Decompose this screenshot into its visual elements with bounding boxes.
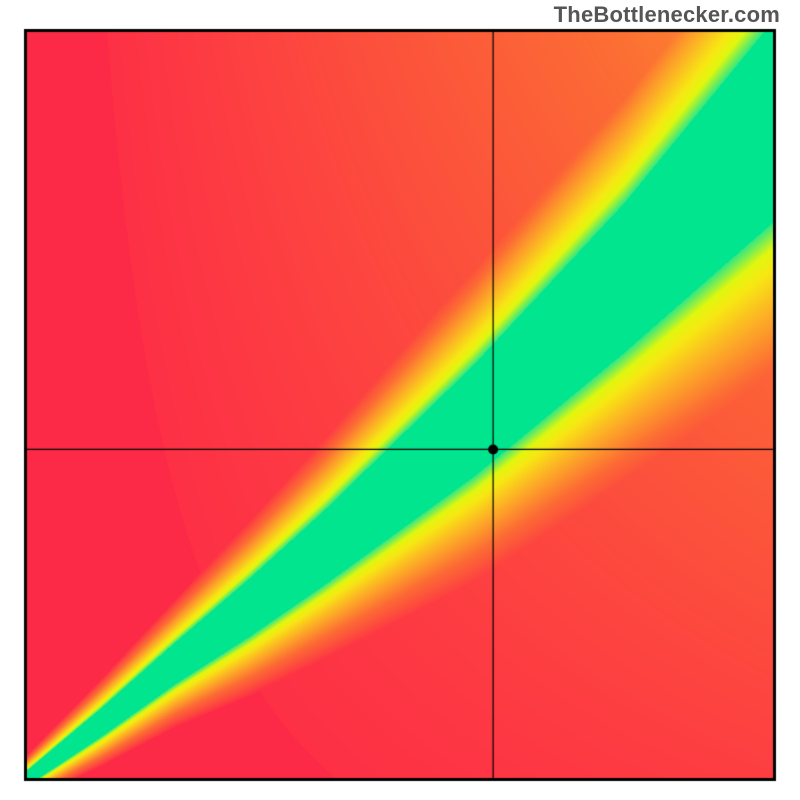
bottleneck-heatmap [0, 0, 800, 800]
chart-container: TheBottlenecker.com [0, 0, 800, 800]
